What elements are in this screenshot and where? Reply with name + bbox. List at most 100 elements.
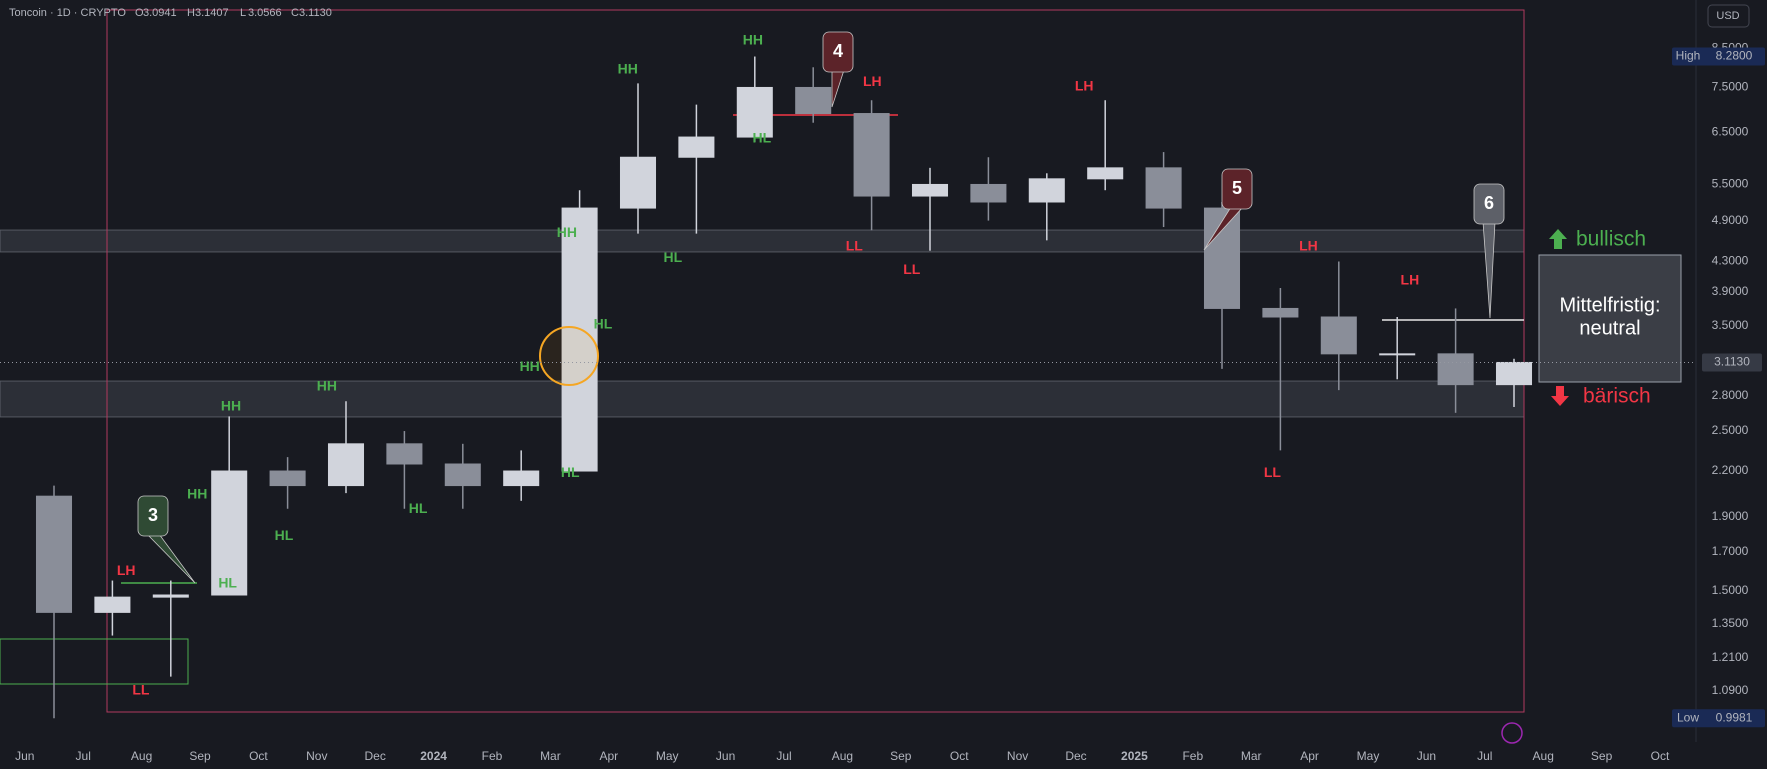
y-tick-label: 1.0900 [1712, 683, 1749, 697]
x-tick-label: Jun [15, 749, 34, 763]
candle-body [327, 443, 365, 487]
y-tick-label: 2.2000 [1712, 463, 1749, 477]
outlook-box [1538, 254, 1682, 383]
y-tick-label: 1.3500 [1712, 616, 1749, 630]
y-tick-label: 4.9000 [1712, 213, 1749, 227]
swing-label: HH [743, 31, 763, 47]
callout-label: 4 [833, 41, 843, 61]
candle-body [1087, 167, 1124, 180]
candle-body [1262, 307, 1299, 318]
candle-body [970, 183, 1007, 203]
x-tick-label: Nov [306, 749, 327, 763]
x-tick-label: Jun [716, 749, 735, 763]
swing-label: LL [903, 261, 921, 277]
ohlc-value: 3.1130 [299, 7, 332, 19]
currency-label: USD [1716, 10, 1739, 22]
x-tick-label: Mar [1241, 749, 1262, 763]
candle-body [211, 470, 248, 596]
y-tick-label: 5.5000 [1712, 177, 1749, 191]
swing-label: HH [618, 61, 638, 77]
highlight-circle [539, 326, 599, 386]
candle-body [561, 207, 598, 472]
swing-label: LH [863, 73, 882, 89]
x-tick-label: May [656, 749, 679, 763]
high-tag [1672, 47, 1765, 66]
callout-label: 3 [148, 505, 158, 525]
x-tick-label: Apr [1300, 749, 1319, 763]
callout-box [1221, 168, 1253, 210]
candle-body [444, 463, 481, 487]
x-tick-label: Dec [1065, 749, 1086, 763]
candle-body [1320, 316, 1357, 355]
swing-label: HH [520, 358, 540, 374]
y-tick-label: 4.3000 [1712, 254, 1749, 268]
bullish-label: bullisch [1576, 228, 1646, 251]
x-tick-label: Sep [890, 749, 912, 763]
outlook-title: Mittelfristig: [1559, 294, 1660, 316]
candle-body [503, 470, 540, 487]
ohlc-value: 3.0941 [143, 7, 177, 19]
x-tick-label: Aug [131, 749, 152, 763]
callout-label: 5 [1232, 178, 1242, 198]
x-tick-label: Aug [832, 749, 853, 763]
alert-icon[interactable] [1501, 722, 1523, 744]
x-tick-label: Oct [249, 749, 268, 763]
swing-label: HL [561, 464, 580, 480]
swing-label: HL [275, 527, 294, 543]
outlook-value: neutral [1579, 317, 1640, 339]
swing-label: HH [557, 224, 577, 240]
last-price-label: 3.1130 [1714, 355, 1750, 369]
y-tick-label: 2.5000 [1712, 423, 1749, 437]
candle-body [678, 136, 715, 158]
x-tick-label: May [1357, 749, 1380, 763]
candle-body [269, 470, 306, 487]
y-tick-label: 1.9000 [1712, 509, 1749, 523]
ohlc-name: L [240, 7, 246, 19]
y-tick-label: 3.5000 [1712, 318, 1749, 332]
last-price-tag [1702, 353, 1762, 372]
currency-button[interactable] [1707, 4, 1750, 28]
x-tick-label: Jul [1477, 749, 1492, 763]
swing-label: LL [846, 238, 864, 254]
x-tick-label: 2024 [420, 749, 447, 763]
up-arrow [1549, 229, 1567, 249]
candle-body [1145, 167, 1182, 209]
x-tick-label: Jul [76, 749, 91, 763]
support-zone [0, 380, 1525, 418]
x-tick-label: Jun [1417, 749, 1436, 763]
ohlc-name: H [187, 7, 195, 19]
bearish-label: bärisch [1583, 385, 1651, 408]
candle-body [1379, 353, 1416, 356]
x-tick-label: Nov [1007, 749, 1028, 763]
x-tick-label: Mar [540, 749, 561, 763]
swing-label: HH [221, 398, 241, 414]
candle-body [152, 594, 189, 598]
candle-body [619, 156, 657, 209]
low-name: Low [1677, 710, 1699, 724]
low-tag [1672, 709, 1765, 728]
x-tick-label: Sep [189, 749, 211, 763]
x-tick-label: Oct [1651, 749, 1670, 763]
y-tick-label: 6.5000 [1712, 124, 1749, 138]
swing-label: HL [594, 315, 613, 331]
callout-box [822, 31, 854, 73]
candle-body [94, 596, 131, 613]
accumulation-box [0, 638, 189, 685]
swing-label: LL [1264, 464, 1282, 480]
resistance-zone [0, 229, 1525, 253]
swing-label: HL [409, 500, 428, 516]
symbol: Toncoin · 1D · CRYPTO [9, 7, 126, 19]
callout-box [1473, 183, 1505, 225]
y-tick-label: 1.2100 [1712, 650, 1749, 664]
x-tick-label: Oct [950, 749, 969, 763]
y-tick-label: 3.9000 [1712, 284, 1749, 298]
x-tick-label: Aug [1533, 749, 1554, 763]
callout-box [137, 495, 169, 537]
candle-body [35, 495, 73, 613]
swing-label: LH [1299, 238, 1318, 254]
y-tick-label: 1.5000 [1712, 583, 1749, 597]
candle-body [386, 443, 423, 465]
swing-label: HL [663, 249, 682, 265]
candle-body [1495, 361, 1533, 386]
